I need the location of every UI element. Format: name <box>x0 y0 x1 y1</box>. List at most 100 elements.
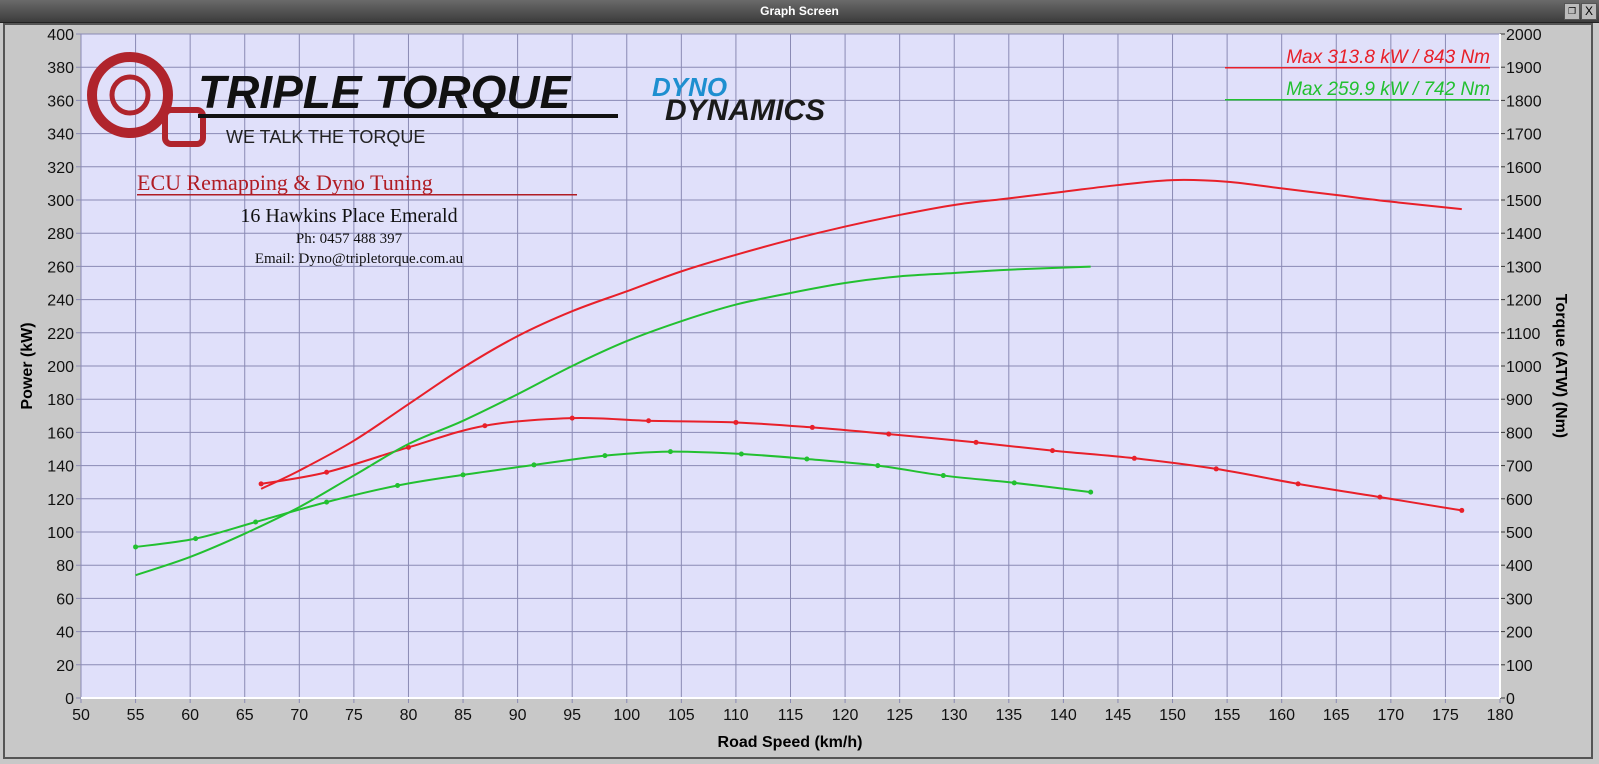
y2-tick-label: 1300 <box>1506 259 1542 276</box>
x-tick-label: 60 <box>181 707 199 724</box>
email-text: Email: Dyno@tripletorque.com.au <box>255 251 464 267</box>
x-tick-label: 165 <box>1323 707 1350 724</box>
green-torque-point <box>460 472 466 478</box>
y2-tick-label: 800 <box>1506 425 1533 442</box>
red-torque-point <box>1295 481 1301 487</box>
legend-underline-red <box>1225 67 1490 69</box>
y-tick-label: 0 <box>65 691 74 708</box>
x-tick-label: 180 <box>1487 707 1514 724</box>
x-tick-label: 110 <box>723 707 749 724</box>
y2-tick-label: 600 <box>1506 492 1533 509</box>
green-torque-point <box>804 456 810 462</box>
partner-logo-top: DYNO <box>652 72 727 102</box>
y2-tick-label: 1400 <box>1506 226 1542 243</box>
x-tick-label: 100 <box>613 707 640 724</box>
partner-logo-bottom: DYNAMICS <box>665 94 825 127</box>
red-torque-point <box>258 481 264 487</box>
dyno-dynamics-logo: DYNO DYNAMICS <box>652 72 825 127</box>
y-tick-label: 140 <box>47 459 74 476</box>
turbo-icon <box>87 52 173 138</box>
graph-frame <box>3 23 1593 759</box>
green-torque-point <box>1011 480 1017 486</box>
x-tick-label: 175 <box>1432 707 1459 724</box>
red-torque-point <box>569 415 575 421</box>
y2-tick-label: 1600 <box>1506 160 1542 177</box>
green-torque-point <box>324 499 330 505</box>
x-tick-label: 125 <box>886 707 913 724</box>
y-tick-label: 180 <box>47 392 74 409</box>
y2-tick-label: 1900 <box>1506 60 1542 77</box>
y-tick-label: 60 <box>56 591 74 608</box>
service-underline <box>137 194 577 196</box>
green-torque-point <box>940 473 946 479</box>
red-torque-point <box>646 418 652 424</box>
y-tick-label: 260 <box>47 259 74 276</box>
green-torque-point <box>133 544 139 550</box>
red-torque-point <box>324 469 330 475</box>
y-tick-label: 300 <box>47 193 74 210</box>
phone-text: Ph: 0457 488 397 <box>296 231 403 247</box>
y-tick-label: 320 <box>47 160 74 177</box>
y2-tick-label: 1700 <box>1506 127 1542 144</box>
legend-entry-red: Max 313.8 kW / 843 Nm <box>1286 47 1490 68</box>
green-torque-point <box>875 463 881 469</box>
y-tick-label: 220 <box>47 326 74 343</box>
x-tick-label: 70 <box>290 707 308 724</box>
y2-tick-label: 900 <box>1506 392 1533 409</box>
red-torque-point <box>482 423 488 429</box>
legend-entry-green: Max 259.9 kW / 742 Nm <box>1286 79 1490 100</box>
green-torque-point <box>602 453 608 459</box>
tagline: WE TALK THE TORQUE <box>226 127 425 147</box>
y2-tick-label: 1500 <box>1506 193 1542 210</box>
y-axis-label: Power (kW) <box>19 322 36 409</box>
y-tick-label: 340 <box>47 127 74 144</box>
red-torque-point <box>405 444 411 450</box>
y2-tick-label: 1200 <box>1506 293 1542 310</box>
x-tick-label: 155 <box>1214 707 1241 724</box>
logo-underline <box>198 114 618 118</box>
close-icon[interactable]: X <box>1581 3 1597 20</box>
green-torque-point <box>667 449 673 455</box>
green-torque-point <box>1088 489 1094 495</box>
y2-tick-label: 300 <box>1506 591 1533 608</box>
y2-tick-label: 100 <box>1506 658 1533 675</box>
address-text: 16 Hawkins Place Emerald <box>240 205 457 227</box>
x-tick-label: 160 <box>1268 707 1295 724</box>
y-tick-label: 240 <box>47 293 74 310</box>
y2-tick-label: 1000 <box>1506 359 1542 376</box>
restore-icon[interactable]: ❐ <box>1564 3 1580 20</box>
x-axis-label: Road Speed (km/h) <box>718 734 863 751</box>
x-tick-label: 150 <box>1159 707 1186 724</box>
y-tick-label: 20 <box>56 658 74 675</box>
window-title: Graph Screen <box>760 4 839 18</box>
legend-underline-green <box>1225 99 1490 101</box>
y-tick-label: 120 <box>47 492 74 509</box>
y-tick-label: 200 <box>47 359 74 376</box>
y-tick-label: 80 <box>56 558 74 575</box>
red-torque-point <box>1377 494 1383 500</box>
red-torque-point <box>733 419 739 425</box>
red-torque-point <box>1459 507 1465 513</box>
y2-tick-label: 0 <box>1506 691 1515 708</box>
window-title-bar: Graph Screen ❐ X <box>0 0 1599 23</box>
y2-tick-label: 1800 <box>1506 93 1542 110</box>
x-tick-label: 80 <box>400 707 418 724</box>
y-tick-label: 280 <box>47 226 74 243</box>
green-power-line <box>135 265 1091 577</box>
turbo-wheel-icon <box>109 74 151 116</box>
red-torque-point <box>1049 448 1055 454</box>
x-tick-label: 95 <box>563 707 581 724</box>
green-torque-point <box>193 536 199 542</box>
triple-torque-logo: TRIPLE TORQUE WE TALK THE TORQUE <box>87 52 618 147</box>
y-tick-label: 400 <box>47 27 74 44</box>
x-tick-label: 65 <box>236 707 254 724</box>
x-tick-label: 50 <box>72 707 90 724</box>
y2-tick-label: 400 <box>1506 558 1533 575</box>
red-torque-point <box>1131 455 1137 461</box>
y2-tick-label: 700 <box>1506 459 1533 476</box>
x-tick-label: 75 <box>345 707 363 724</box>
x-tick-label: 130 <box>941 707 968 724</box>
red-power-line <box>260 178 1462 490</box>
red-torque-point <box>886 431 892 437</box>
